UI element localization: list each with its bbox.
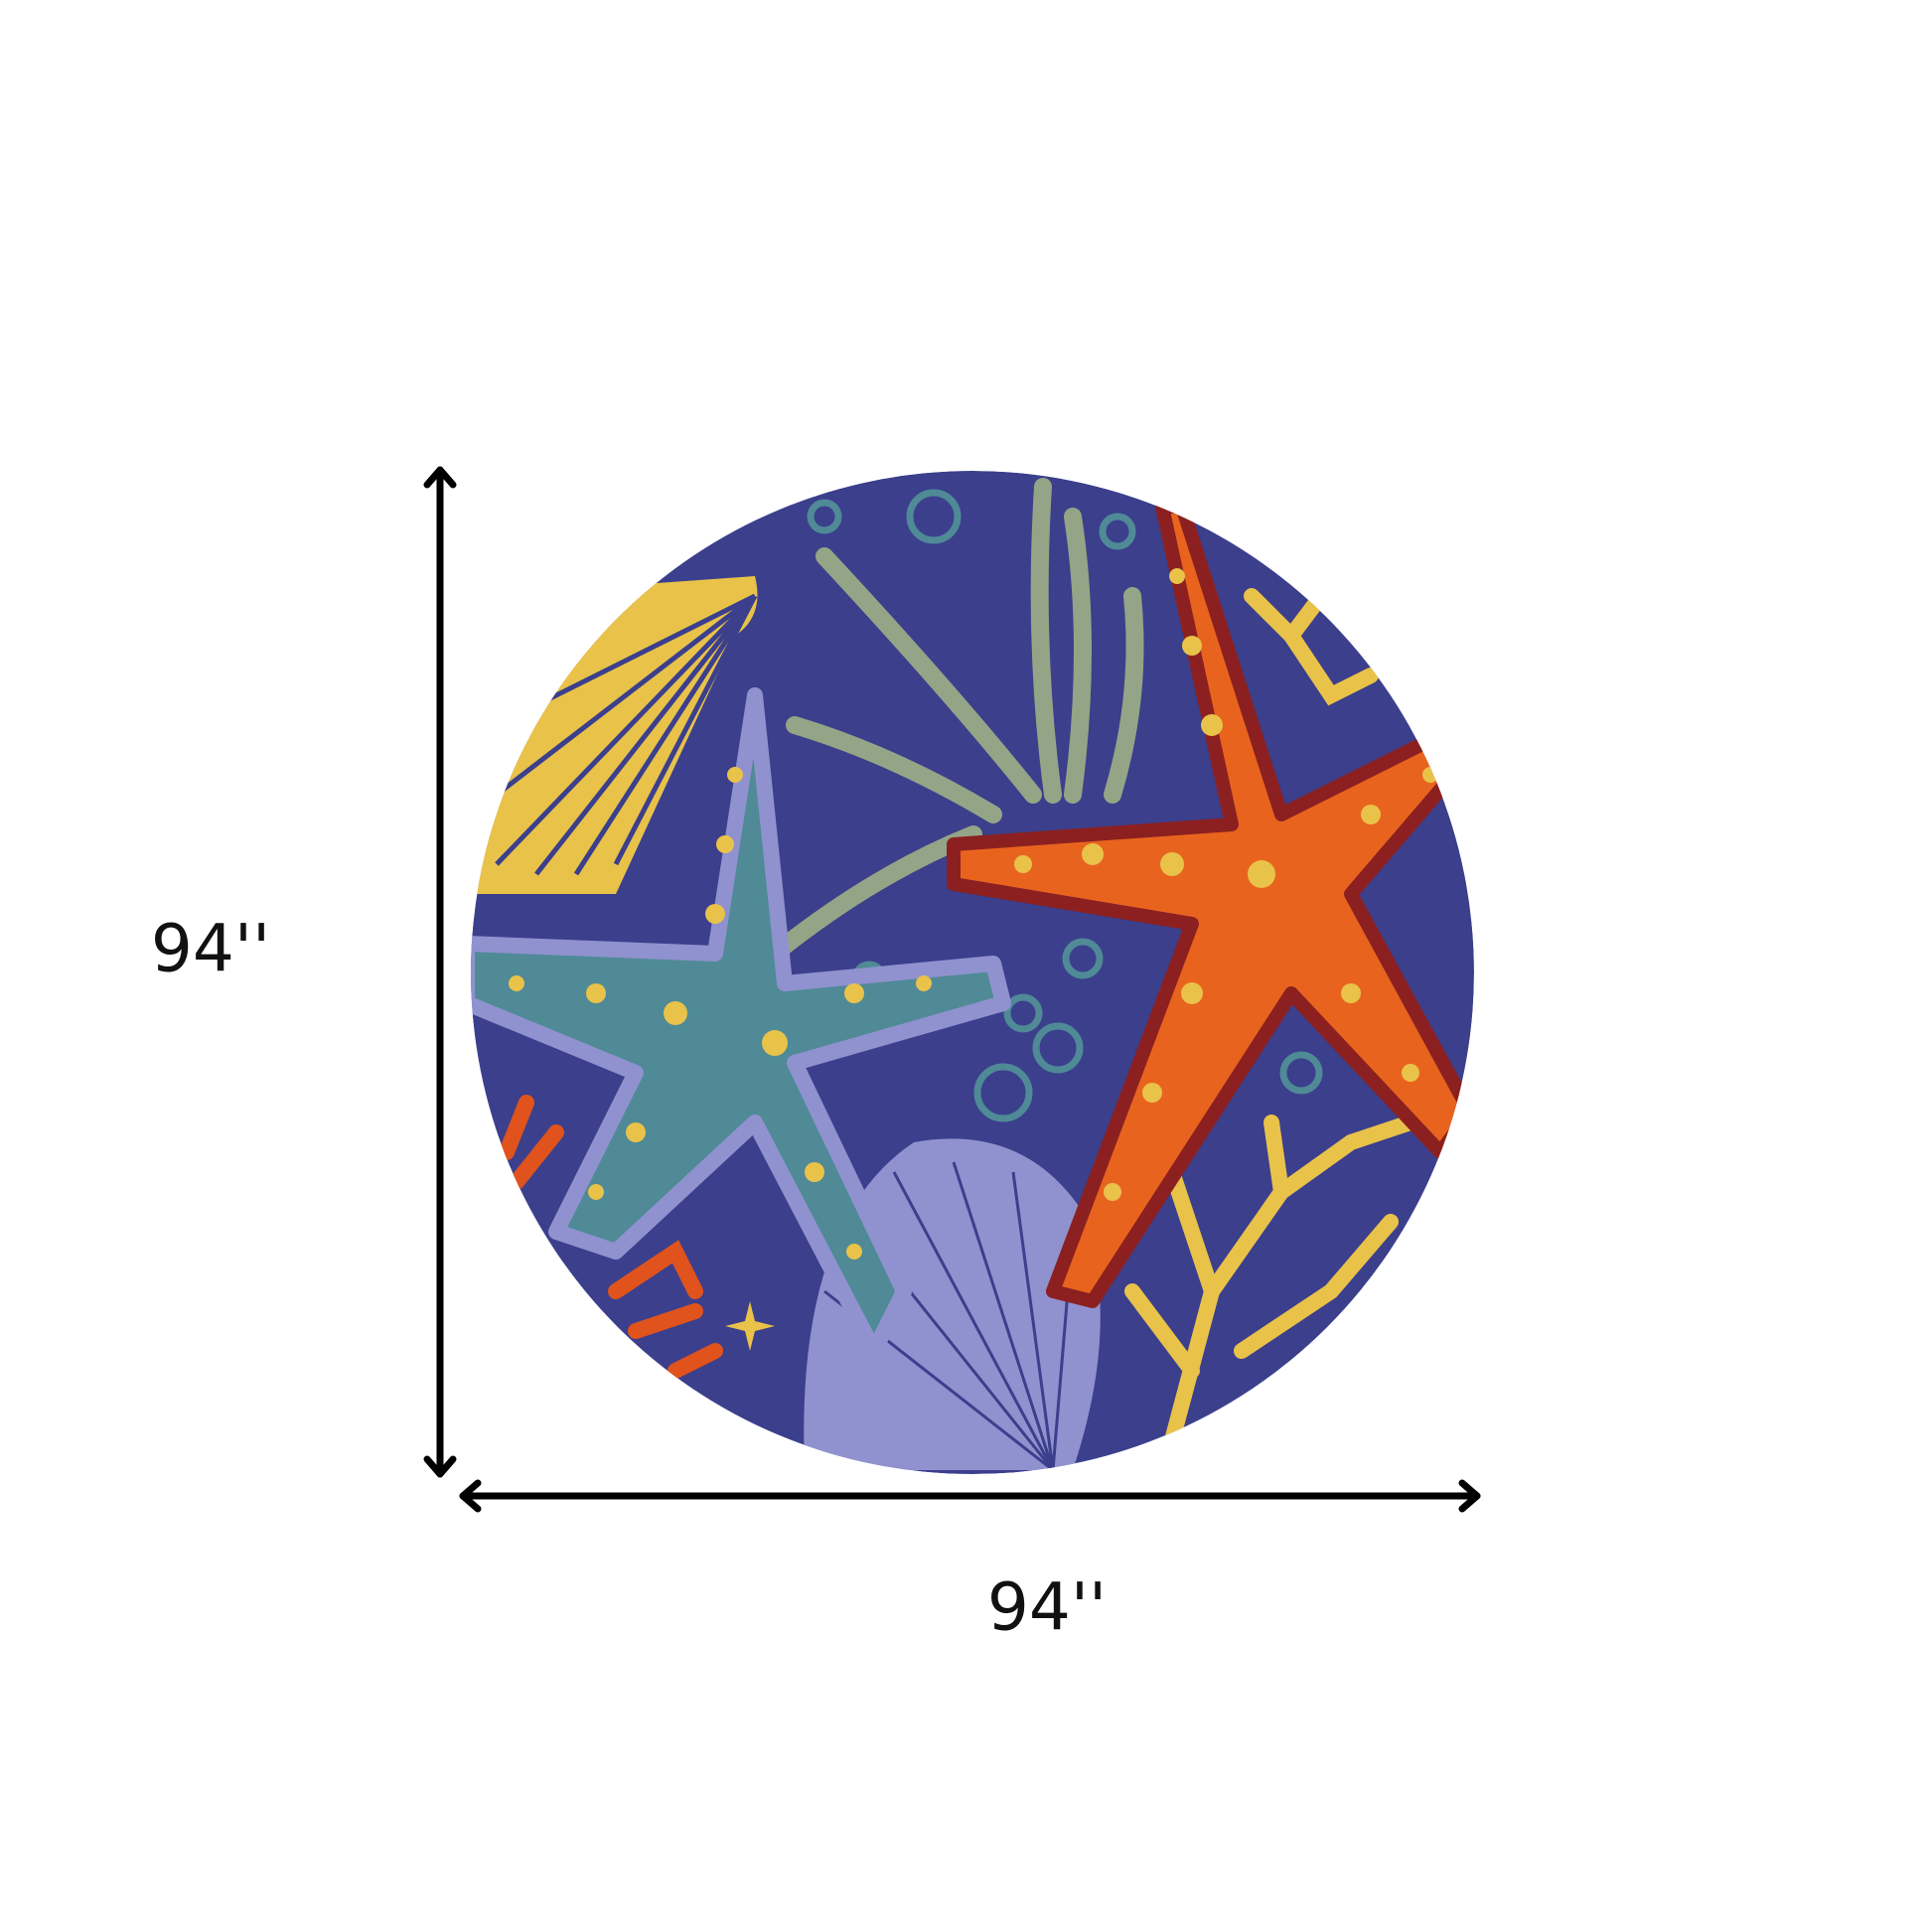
height-dimension-arrow (423, 466, 457, 1478)
orange-coral (499, 1095, 723, 1379)
orange-starfish (947, 500, 1474, 1308)
round-rug-image (471, 471, 1474, 1474)
height-label: 94'' (150, 910, 271, 987)
bubbles (807, 489, 1323, 1122)
width-dimension-arrow (459, 1479, 1481, 1513)
yellow-coral (1124, 588, 1418, 1448)
width-label: 94'' (986, 1568, 1108, 1646)
yellow-shell (471, 576, 758, 894)
teal-starfish (471, 687, 1011, 1359)
sparkle (725, 1301, 775, 1351)
